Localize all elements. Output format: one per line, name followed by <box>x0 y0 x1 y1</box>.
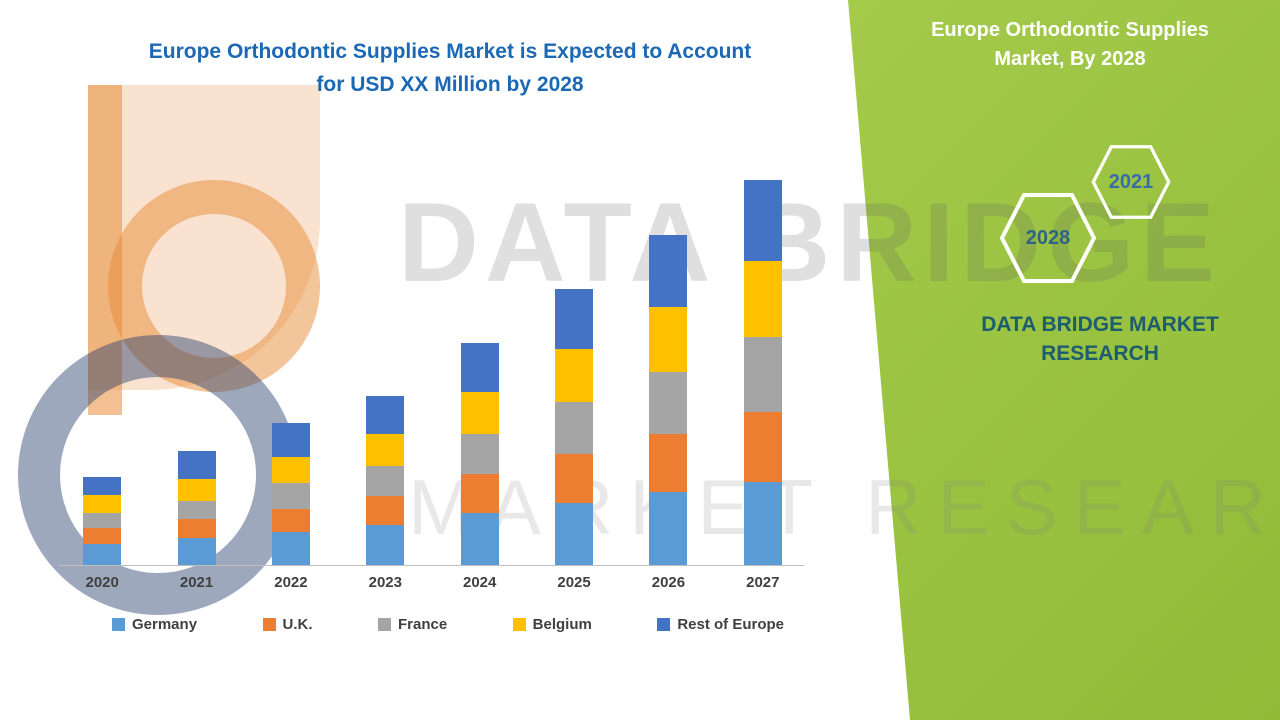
bar-segment-germany-2027 <box>743 482 782 565</box>
bar-segment-france-2025 <box>555 401 594 455</box>
chart-title: Europe Orthodontic Supplies Market is Ex… <box>90 36 810 101</box>
bar-column-2023 <box>338 175 432 565</box>
bar-segment-france-2020 <box>83 512 122 528</box>
bar-segment-u-k-2023 <box>366 496 405 525</box>
bar-column-2020 <box>55 175 149 565</box>
chart-legend: Germany U.K. France Belgium Rest of Europe <box>112 616 784 633</box>
bar-segment-france-2023 <box>366 466 405 497</box>
bar-segment-u-k-2027 <box>743 411 782 483</box>
bar-column-2027 <box>716 175 810 565</box>
legend-swatch-icon <box>377 618 391 631</box>
legend-swatch-icon <box>657 618 671 631</box>
x-axis-label-2023: 2023 <box>368 574 402 591</box>
bar-segment-belgium-2020 <box>83 495 122 513</box>
legend-label: France <box>397 616 448 633</box>
bar-segment-france-2021 <box>177 500 216 519</box>
legend-item-rest-of-europe: Rest of Europe <box>657 616 784 633</box>
bar-segment-belgium-2024 <box>460 391 499 434</box>
bar-column-2022 <box>244 175 338 565</box>
legend-label: U.K. <box>282 616 313 633</box>
bar-segment-germany-2026 <box>649 492 688 565</box>
side-panel <box>848 0 1280 720</box>
chart-title-line2: for USD XX Million by 2028 <box>316 72 584 96</box>
bar-segment-u-k-2021 <box>177 518 216 538</box>
bar-segment-u-k-2024 <box>460 474 499 513</box>
legend-swatch-icon <box>112 618 125 631</box>
x-axis-labels: 2020 2021 2022 2023 2024 2025 2026 2027 <box>55 574 810 591</box>
bar-segment-germany-2023 <box>366 524 405 565</box>
legend-label: Belgium <box>532 616 592 633</box>
bar-segment-germany-2020 <box>83 543 122 565</box>
legend-item-u-k: U.K. <box>262 616 313 633</box>
bar-column-2025 <box>527 175 621 565</box>
bar-segment-rest-of-europe-2024 <box>460 343 499 392</box>
legend-item-belgium: Belgium <box>512 616 592 633</box>
bar-segment-germany-2025 <box>555 502 594 565</box>
bar-column-2024 <box>433 175 527 565</box>
bar-segment-rest-of-europe-2027 <box>743 180 782 261</box>
x-axis-label-2021: 2021 <box>179 574 214 591</box>
bar-column-2026 <box>621 175 715 565</box>
bar-stack-2020 <box>83 477 122 565</box>
bar-segment-rest-of-europe-2020 <box>83 477 122 496</box>
legend-item-france: France <box>377 616 448 633</box>
bar-column-2021 <box>149 175 243 565</box>
bar-segment-u-k-2025 <box>555 454 594 503</box>
bar-segment-belgium-2025 <box>555 349 594 402</box>
x-axis-label-2022: 2022 <box>274 574 308 591</box>
legend-label: Rest of Europe <box>677 616 784 633</box>
bar-segment-germany-2021 <box>177 537 216 565</box>
bar-segment-rest-of-europe-2025 <box>555 288 594 350</box>
x-axis-label-2025: 2025 <box>557 574 591 591</box>
bar-segment-belgium-2022 <box>271 457 310 484</box>
legend-swatch-icon <box>512 618 526 631</box>
plot-area <box>55 175 810 566</box>
bar-segment-rest-of-europe-2021 <box>177 451 216 480</box>
legend-item-germany: Germany <box>112 616 197 633</box>
bar-stack-2023 <box>366 395 405 565</box>
chart-region: 2020 2021 2022 2023 2024 2025 2026 2027 <box>55 175 810 615</box>
bar-segment-belgium-2021 <box>177 479 216 501</box>
bar-stack-2026 <box>649 235 688 565</box>
bar-segment-u-k-2022 <box>271 508 310 532</box>
bar-segment-germany-2022 <box>271 531 310 565</box>
bar-segment-u-k-2020 <box>83 527 122 544</box>
bar-stack-2022 <box>271 422 310 565</box>
x-axis-label-2024: 2024 <box>463 574 497 591</box>
legend-label: Germany <box>132 616 198 633</box>
bar-segment-france-2024 <box>460 433 499 475</box>
bar-stack-2025 <box>555 288 594 565</box>
x-axis-label-2026: 2026 <box>651 574 686 591</box>
bar-segment-france-2027 <box>743 337 782 412</box>
bar-segment-belgium-2023 <box>366 433 405 467</box>
bar-segment-belgium-2026 <box>649 307 688 372</box>
bar-segment-rest-of-europe-2026 <box>649 235 688 307</box>
bar-segment-rest-of-europe-2022 <box>271 422 310 458</box>
bar-stack-2021 <box>177 451 216 565</box>
x-axis-label-2027: 2027 <box>746 574 780 591</box>
legend-swatch-icon <box>262 618 276 631</box>
x-axis-label-2020: 2020 <box>85 574 119 591</box>
bar-segment-rest-of-europe-2023 <box>366 395 405 434</box>
x-axis-line <box>59 565 804 566</box>
chart-title-line1: Europe Orthodontic Supplies Market is Ex… <box>148 40 752 63</box>
bar-segment-france-2026 <box>649 371 688 434</box>
bar-segment-france-2022 <box>271 483 310 509</box>
bar-segment-u-k-2026 <box>649 433 688 493</box>
bar-segment-germany-2024 <box>460 512 499 565</box>
bar-segment-belgium-2027 <box>743 260 782 338</box>
bar-stack-2024 <box>460 343 499 565</box>
bar-stack-2027 <box>743 180 782 565</box>
